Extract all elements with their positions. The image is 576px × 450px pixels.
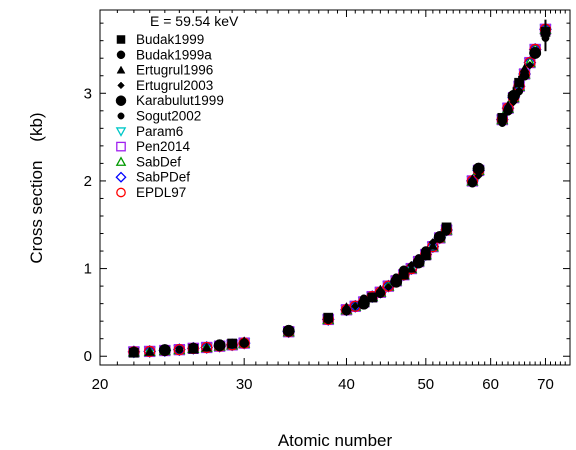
- measurement-point-ertugrul2003: [525, 60, 535, 70]
- legend-label-karabulut1999: Karabulut1999: [136, 93, 224, 108]
- y-tick-label: 0: [84, 348, 92, 365]
- measurement-point-karabulut1999: [158, 344, 171, 357]
- measurement-point-ertugrul2003: [384, 282, 393, 292]
- error-bars: [512, 19, 547, 105]
- x-tick-label: 60: [482, 376, 499, 393]
- legend-marker-pen2014: [116, 141, 126, 152]
- legend-marker-sabpdef: [115, 171, 127, 183]
- legend-label-sabpdef: SabPDef: [136, 170, 190, 185]
- measurement-point-ertugrul1996: [375, 284, 386, 294]
- legend-label-sabdef: SabDef: [136, 154, 181, 169]
- measurement-point-ertugrul1996: [519, 63, 530, 73]
- x-axis-title: Atomic number: [278, 431, 393, 450]
- measurement-point-budak1999: [227, 338, 237, 349]
- measurement-point-budak1999: [367, 292, 378, 303]
- legend: Budak1999Budak1999aErtugrul1996Ertugrul2…: [115, 32, 224, 200]
- y-tick-label: 1: [84, 261, 92, 278]
- measurement-point-ertugrul1996: [239, 336, 250, 346]
- legend-marker-sabdef: [115, 156, 127, 166]
- x-tick-label: 20: [92, 376, 109, 393]
- axis-tick-labels: 20 30 40 50 60 70 0 1 2 3: [84, 85, 554, 393]
- legend-marker-ertugrul2003: [117, 81, 125, 90]
- x-tick-label: 40: [338, 376, 355, 393]
- energy-annotation: E = 59.54 keV: [150, 13, 239, 29]
- legend-marker-epdl97: [116, 187, 126, 198]
- measurement-point-sogut2002: [359, 294, 368, 303]
- measurement-point-budak1999a: [420, 246, 431, 256]
- legend-label-sogut2002: Sogut2002: [136, 109, 201, 124]
- y-tick-label: 3: [84, 85, 92, 102]
- measurement-point-karabulut1999: [213, 339, 226, 352]
- legend-label-budak1999a: Budak1999a: [136, 47, 212, 62]
- measurement-point-budak1999: [497, 112, 508, 123]
- legend-label-param6: Param6: [136, 124, 183, 139]
- measurement-point-ertugrul1996: [467, 174, 478, 184]
- legend-label-pen2014: Pen2014: [136, 139, 191, 154]
- y-axis-title: Cross section (kb): [27, 112, 46, 263]
- measurement-point-sogut2002: [175, 345, 184, 354]
- axis-ticks: [99, 10, 571, 365]
- measurement-point-ertugrul1996: [502, 100, 514, 110]
- measurement-point-ertugrul2003: [350, 302, 360, 311]
- legend-background: [106, 13, 256, 218]
- measurement-point-ertugrul1996: [341, 302, 352, 312]
- legend-label-epdl97: EPDL97: [136, 185, 186, 200]
- legend-marker-budak1999: [116, 35, 126, 44]
- legend-marker-karabulut1999: [115, 95, 127, 106]
- measurement-point-karabulut1999: [472, 162, 485, 175]
- x-tick-label: 50: [417, 376, 434, 393]
- legend-marker-sogut2002: [117, 112, 125, 120]
- measurement-point-karabulut1999: [529, 46, 542, 59]
- measurement-point-budak1999a: [129, 346, 139, 357]
- legend-marker-ertugrul1996: [116, 65, 126, 74]
- measurement-point-budak1999: [441, 222, 452, 233]
- plot-frame: [99, 9, 571, 366]
- measurement-point-karabulut1999: [433, 231, 446, 244]
- x-tick-label: 70: [537, 376, 554, 393]
- legend-label-ertugrul2003: Ertugrul2003: [136, 78, 213, 93]
- legend-marker-param6: [115, 127, 127, 137]
- legend-label-ertugrul1996: Ertugrul1996: [136, 63, 213, 78]
- data-point-epdl97: [144, 345, 156, 358]
- legend-label-budak1999: Budak1999: [136, 32, 204, 47]
- measurement-point-budak1999a: [188, 342, 199, 353]
- legend-marker-budak1999a: [116, 50, 126, 60]
- measurement-series: [129, 27, 551, 358]
- measurement-point-ertugrul1996: [144, 346, 155, 356]
- measurement-point-karabulut1999: [282, 324, 295, 337]
- measurement-point-budak1999: [323, 312, 334, 323]
- measurement-point-ertugrul1996: [201, 342, 212, 352]
- measurement-point-budak1999a: [398, 265, 409, 276]
- y-tick-label: 2: [84, 173, 92, 190]
- x-tick-label: 30: [236, 376, 253, 393]
- measurement-point-sogut2002: [392, 273, 401, 282]
- data-point-epdl97: [173, 344, 185, 356]
